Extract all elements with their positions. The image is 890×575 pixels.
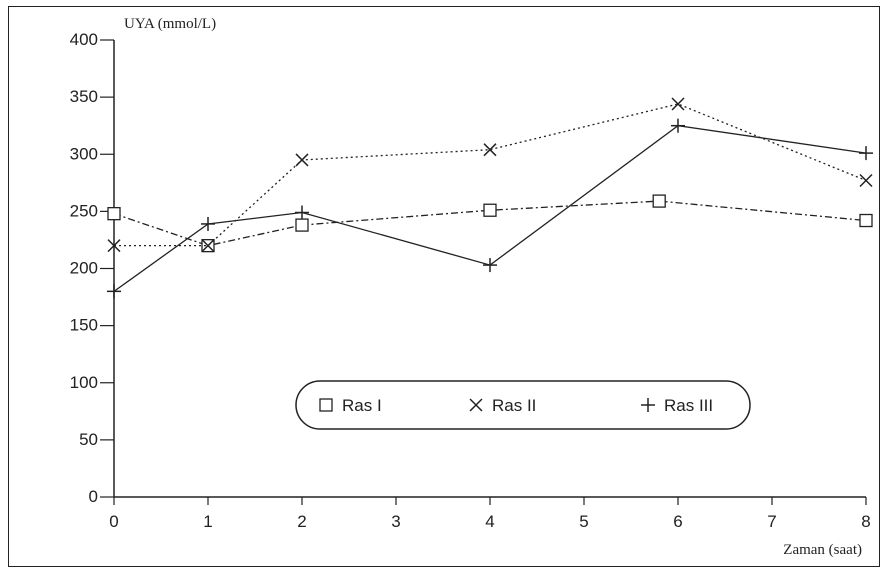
y-axis-title: UYA (mmol/L) — [124, 16, 216, 32]
data-point-ras-i — [295, 218, 309, 232]
data-point-ras-i — [483, 203, 497, 217]
legend-label-ras-iii: Ras III — [664, 396, 713, 415]
x-tick-label: 7 — [767, 512, 776, 531]
y-tick-label: 350 — [70, 87, 98, 106]
legend-item-ras-iii: Ras III — [641, 396, 713, 415]
legend-box — [295, 380, 751, 430]
legend-label-ras-ii: Ras II — [492, 396, 536, 415]
x-tick-label: 6 — [673, 512, 682, 531]
series-line-ras-iii — [113, 125, 867, 292]
chart-frame — [8, 6, 880, 567]
y-tick-label: 150 — [70, 316, 98, 335]
series-ras-iii — [107, 118, 873, 299]
data-point-ras-ii — [107, 239, 121, 253]
series-layer — [107, 97, 873, 299]
data-point-ras-ii — [483, 143, 497, 157]
series-line-ras-ii — [114, 103, 867, 247]
x-axis-title: Zaman (saat) — [783, 542, 862, 558]
data-point-ras-i — [652, 194, 666, 208]
legend-marker-ras-ii — [469, 398, 483, 412]
legend-label-ras-i: Ras I — [342, 396, 382, 415]
y-tick-label: 200 — [70, 259, 98, 278]
legend-marker-ras-iii — [641, 398, 655, 412]
data-point-ras-iii — [671, 118, 685, 133]
data-point-ras-iii — [295, 205, 309, 220]
legend-marker-ras-i — [319, 398, 333, 412]
data-point-ras-ii — [201, 239, 215, 253]
series-ras-ii — [107, 97, 873, 253]
data-point-ras-ii — [295, 153, 309, 167]
data-point-ras-iii — [483, 258, 497, 273]
data-point-ras-ii — [859, 173, 873, 188]
x-tick-label: 4 — [485, 512, 494, 531]
series-line-ras-i — [113, 200, 867, 247]
data-point-ras-iii — [201, 216, 215, 231]
y-tick-label: 250 — [70, 201, 98, 220]
x-tick-label: 1 — [203, 512, 212, 531]
x-tick-label: 8 — [861, 512, 870, 531]
x-tick-label: 3 — [391, 512, 400, 531]
data-point-ras-iii — [859, 146, 873, 161]
x-tick-label: 5 — [579, 512, 588, 531]
y-tick-label: 100 — [70, 373, 98, 392]
data-point-ras-ii — [671, 97, 685, 111]
data-point-ras-i — [859, 213, 873, 228]
data-point-ras-iii — [107, 284, 121, 299]
x-tick-label: 0 — [109, 512, 118, 531]
y-tick-label: 400 — [70, 30, 98, 49]
data-point-ras-i — [107, 207, 121, 221]
y-tick-label: 0 — [89, 487, 98, 506]
legend-items: Ras I Ras II Ras III — [319, 396, 713, 415]
y-tick-label: 50 — [79, 430, 98, 449]
legend-item-ras-i: Ras I — [319, 396, 382, 415]
x-tick-label: 2 — [297, 512, 306, 531]
series-ras-i — [107, 194, 873, 253]
y-ticks: 0 50 100 150 200 250 300 350 400 — [70, 30, 114, 506]
x-ticks: 0 1 2 3 4 5 6 7 8 — [109, 497, 871, 531]
legend-item-ras-ii: Ras II — [469, 396, 536, 415]
legend: Ras I Ras II Ras III — [295, 380, 751, 430]
y-tick-label: 300 — [70, 144, 98, 163]
